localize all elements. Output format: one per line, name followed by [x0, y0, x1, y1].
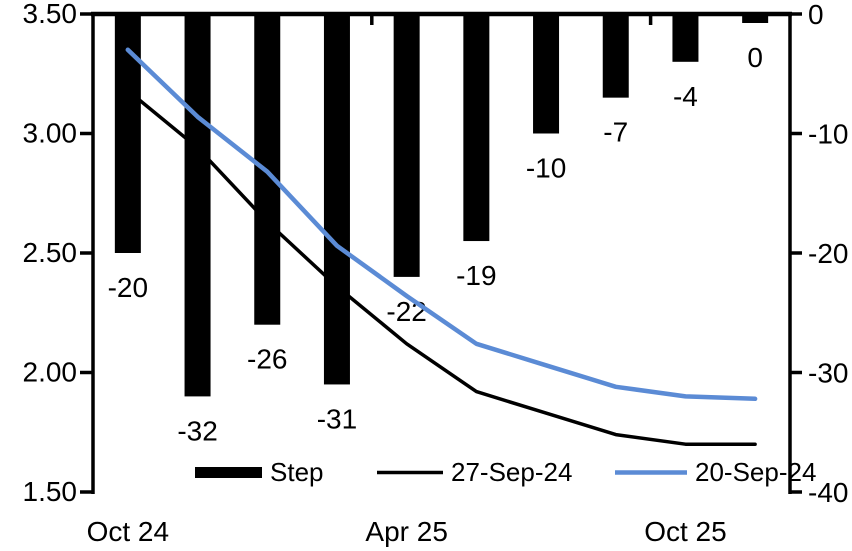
legend-label: 27-Sep-24 — [451, 457, 572, 487]
bar-data-label: 0 — [747, 42, 763, 73]
left-axis-tick-label: 3.00 — [23, 118, 78, 149]
left-axis-tick-label: 2.00 — [23, 357, 78, 388]
bar-data-label: -26 — [247, 344, 287, 375]
bar-data-label: -10 — [526, 153, 566, 184]
right-axis-tick-label: -20 — [808, 238, 848, 269]
left-axis-tick-label: 2.50 — [23, 237, 78, 268]
bar-step — [463, 14, 490, 242]
bar-data-label: -32 — [177, 415, 217, 446]
legend-label: Step — [270, 457, 324, 487]
line-27-sep-24 — [126, 88, 757, 446]
right-axis-tick-label: -40 — [808, 477, 848, 508]
left-axis-tick-label: 3.50 — [23, 0, 78, 29]
bar-step — [602, 14, 629, 98]
bar-step — [184, 14, 211, 397]
legend-label: 20-Sep-24 — [695, 457, 816, 487]
bar-step — [393, 14, 420, 277]
right-axis-tick-label: -30 — [808, 358, 848, 389]
x-axis-label: Apr 25 — [365, 516, 448, 547]
bar-step — [114, 14, 141, 253]
bar-step — [742, 14, 769, 23]
bar-data-label: -31 — [317, 403, 357, 434]
legend-bar-swatch — [195, 467, 262, 478]
bar-step — [323, 14, 350, 385]
bar-data-label: -19 — [456, 260, 496, 291]
bar-data-label: -22 — [386, 296, 426, 327]
x-axis-label: Oct 24 — [87, 516, 169, 547]
right-axis-tick-label: 0 — [808, 0, 824, 30]
bar-data-label: -20 — [108, 272, 148, 303]
x-axis-label: Oct 25 — [644, 516, 726, 547]
bar-step — [533, 14, 560, 134]
line-20-sep-24 — [125, 47, 758, 402]
bar-data-label: -7 — [603, 117, 628, 148]
bar-step — [672, 14, 699, 62]
right-axis-tick-label: -10 — [808, 119, 848, 150]
left-axis-tick-label: 1.50 — [23, 476, 78, 507]
bar-data-label: -4 — [673, 81, 698, 112]
